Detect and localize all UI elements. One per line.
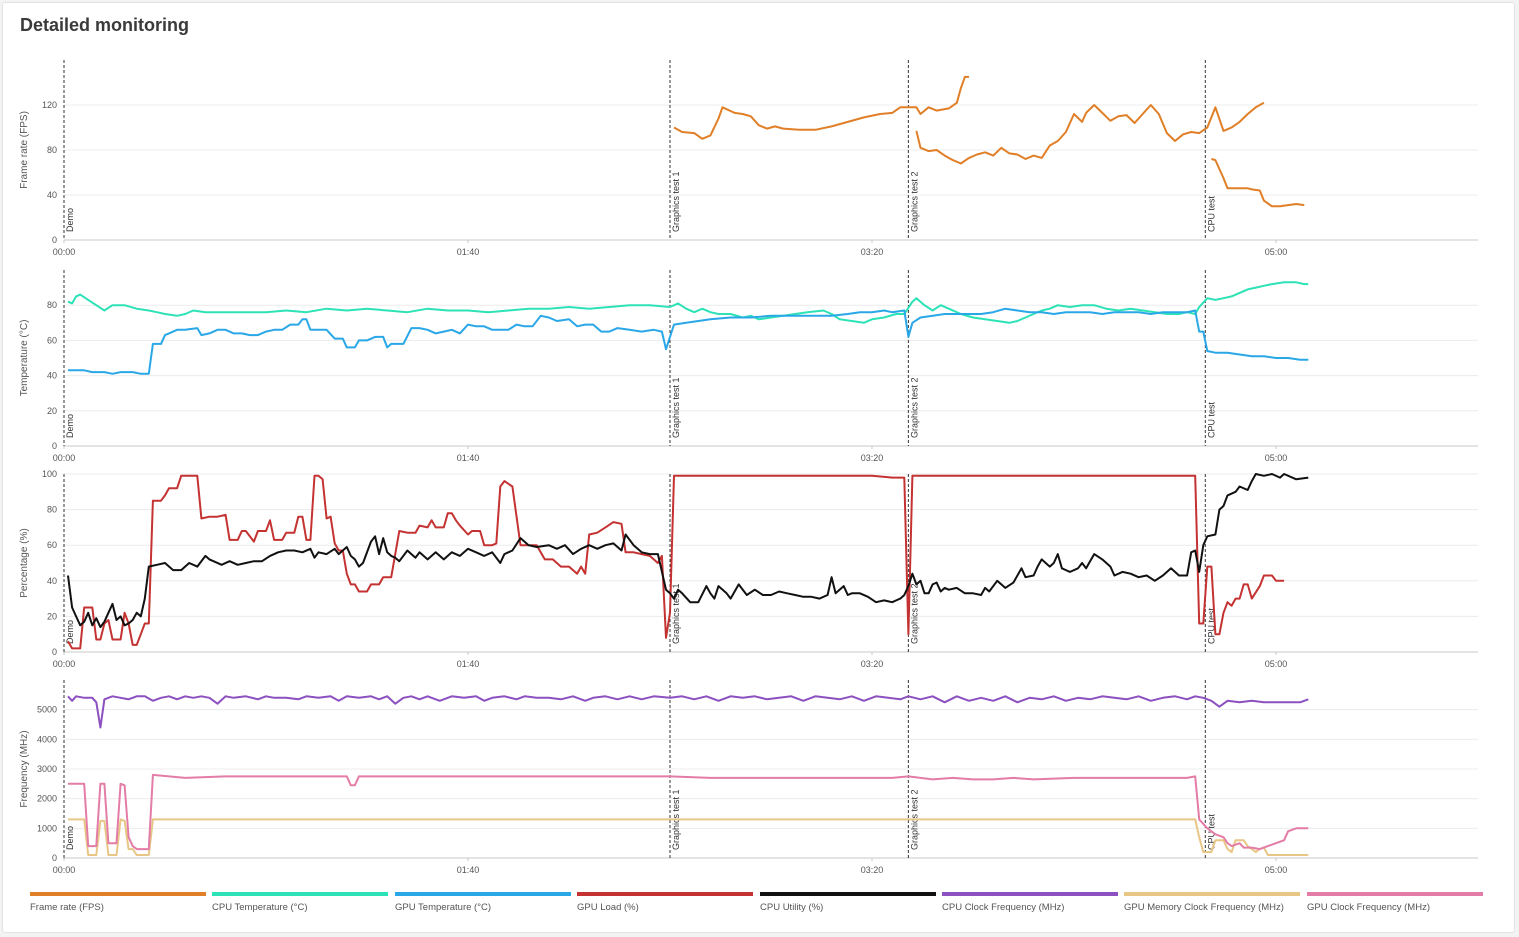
x-tick-label: 05:00 [1265,865,1288,875]
legend-label[interactable]: GPU Temperature (°C) [395,902,492,913]
y-axis-label: Temperature (°C) [19,320,30,397]
y-tick-label: 80 [47,145,57,155]
legend-label[interactable]: GPU Load (%) [577,902,639,913]
y-tick-label: 2000 [37,794,57,804]
test-marker-label: Demo [65,826,75,850]
legend-swatch[interactable] [942,892,1118,896]
legend-label[interactable]: GPU Clock Frequency (MHz) [1307,902,1430,913]
legend-swatch[interactable] [212,892,388,896]
series-line [67,474,1285,650]
x-tick-label: 00:00 [53,247,76,257]
legend-label[interactable]: CPU Temperature (°C) [212,902,308,913]
legend-label[interactable]: Frame rate (FPS) [30,902,104,913]
y-tick-label: 40 [47,371,57,381]
test-marker-label: Graphics test 1 [671,583,681,644]
y-tick-label: 80 [47,505,57,515]
series-line [67,281,1309,324]
legend-swatch[interactable] [760,892,936,896]
test-marker-label: Demo [65,208,75,232]
legend-label[interactable]: CPU Utility (%) [760,902,824,913]
x-tick-label: 01:40 [457,865,480,875]
y-axis-label: Frame rate (FPS) [19,111,30,189]
y-tick-label: 3000 [37,764,57,774]
legend-label[interactable]: GPU Memory Clock Frequency (MHz) [1124,902,1284,913]
y-tick-label: 5000 [37,705,57,715]
series-line [673,75,969,140]
y-tick-label: 20 [47,611,57,621]
test-marker-label: CPU test [1206,195,1216,232]
legend-label[interactable]: CPU Clock Frequency (MHz) [942,902,1065,913]
x-tick-label: 03:20 [861,865,884,875]
test-marker-label: Demo [65,620,75,644]
y-tick-label: 80 [47,300,57,310]
series-line [68,307,1309,375]
x-tick-label: 03:20 [861,659,884,669]
x-tick-label: 00:00 [53,659,76,669]
x-tick-label: 00:00 [53,865,76,875]
y-axis-label: Frequency (MHz) [19,730,30,807]
y-tick-label: 40 [47,190,57,200]
y-tick-label: 0 [52,235,57,245]
test-marker-label: Demo [65,414,75,438]
test-marker-label: Graphics test 1 [671,377,681,438]
series-line [67,473,1309,629]
legend-swatch[interactable] [1307,892,1483,896]
test-marker-label: CPU test [1206,607,1216,644]
y-tick-label: 0 [52,647,57,657]
y-tick-label: 100 [42,469,57,479]
y-axis-label: Percentage (%) [19,528,30,597]
y-tick-label: 60 [47,335,57,345]
legend-swatch[interactable] [30,892,206,896]
test-marker-label: Graphics test 1 [671,171,681,232]
x-tick-label: 03:20 [861,247,884,257]
series-line [67,695,1309,729]
x-tick-label: 03:20 [861,453,884,463]
y-tick-label: 40 [47,576,57,586]
legend-swatch[interactable] [1124,892,1300,896]
y-tick-label: 20 [47,406,57,416]
x-tick-label: 01:40 [457,453,480,463]
legend-swatch[interactable] [577,892,753,896]
series-line [68,773,1309,851]
x-tick-label: 00:00 [53,453,76,463]
test-marker-label: Graphics test 2 [909,171,919,232]
page-title: Detailed monitoring [20,15,190,35]
series-line [1211,158,1305,208]
y-tick-label: 60 [47,540,57,550]
x-tick-label: 05:00 [1265,453,1288,463]
x-tick-label: 01:40 [457,247,480,257]
test-marker-label: Graphics test 2 [909,583,919,644]
y-tick-label: 120 [42,100,57,110]
y-tick-label: 0 [52,441,57,451]
x-tick-label: 05:00 [1265,247,1288,257]
test-marker-label: Graphics test 2 [909,377,919,438]
y-tick-label: 1000 [37,823,57,833]
test-marker-label: CPU test [1206,401,1216,438]
x-tick-label: 05:00 [1265,659,1288,669]
legend-swatch[interactable] [395,892,571,896]
x-tick-label: 01:40 [457,659,480,669]
series-line [68,818,1309,856]
series-line [915,101,1265,165]
y-tick-label: 4000 [37,734,57,744]
y-tick-label: 0 [52,853,57,863]
